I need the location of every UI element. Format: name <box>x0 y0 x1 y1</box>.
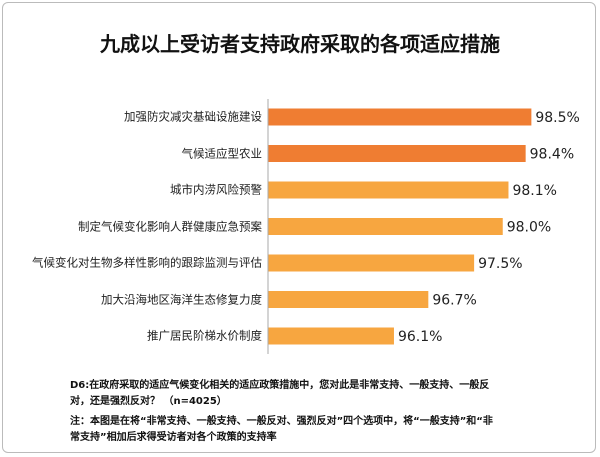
category-label: 推广居民阶梯水价制度 <box>147 328 262 343</box>
value-label: 96.7% <box>432 293 476 309</box>
chart-title: 九成以上受访者支持政府采取的各项适应措施 <box>100 32 500 56</box>
category-label: 加强防灾减灾基础设施建设 <box>124 109 262 124</box>
category-label: 制定气候变化影响人群健康应急预案 <box>78 219 262 233</box>
value-label: 98.5% <box>535 110 579 126</box>
footnote: 注：本图是在将“非常支持、一般支持、一般反对、强烈反对”四个选项中，将“一般支持… <box>70 416 493 443</box>
bar <box>268 327 394 345</box>
value-label: 98.0% <box>507 220 551 236</box>
bar <box>268 181 509 199</box>
frame <box>2 2 596 453</box>
value-label: 97.5% <box>478 256 522 272</box>
bar <box>268 218 503 235</box>
category-label: 城市内涝风险预警 <box>170 182 262 197</box>
category-label: 气候变化对生物多样性影响的跟踪监测与评估 <box>32 255 262 270</box>
value-label: 98.1% <box>512 183 556 199</box>
category-label: 加大沿海地区海洋生态修复力度 <box>101 292 262 306</box>
bar <box>268 108 532 126</box>
bar <box>268 145 526 162</box>
value-label: 98.4% <box>530 147 574 163</box>
bar <box>268 254 475 272</box>
category-label: 气候适应型农业 <box>181 146 263 160</box>
value-label: 96.1% <box>398 329 442 345</box>
bar <box>268 291 429 308</box>
question-note: D6:在政府采取的适应气候变化相关的适应政策措施中，您对此是非常支持、一般支持、… <box>70 380 490 407</box>
